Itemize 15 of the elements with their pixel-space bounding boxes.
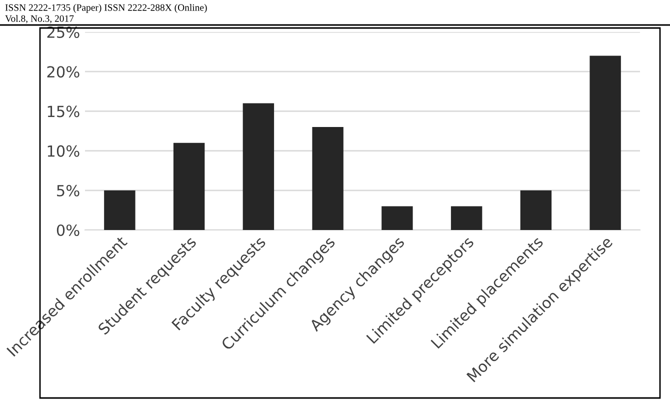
bar — [590, 56, 621, 230]
y-tick-label: 10% — [48, 145, 80, 157]
text: ISSN 2222-1735 (Paper) ISSN 2222-288X (Online) — [5, 4, 207, 13]
y-tick-label: 20% — [47, 66, 80, 78]
bar — [520, 190, 552, 230]
bar — [450, 206, 482, 230]
y-tick-label: 0% — [56, 224, 80, 236]
bar — [312, 127, 344, 230]
bar — [173, 142, 205, 230]
bar — [104, 190, 136, 230]
text: Vol.8, No.3, 2017 — [5, 15, 74, 24]
bar — [242, 103, 274, 230]
bar — [382, 206, 413, 230]
y-tick-label: 5% — [57, 184, 80, 196]
y-tick-label: 15% — [48, 106, 80, 118]
